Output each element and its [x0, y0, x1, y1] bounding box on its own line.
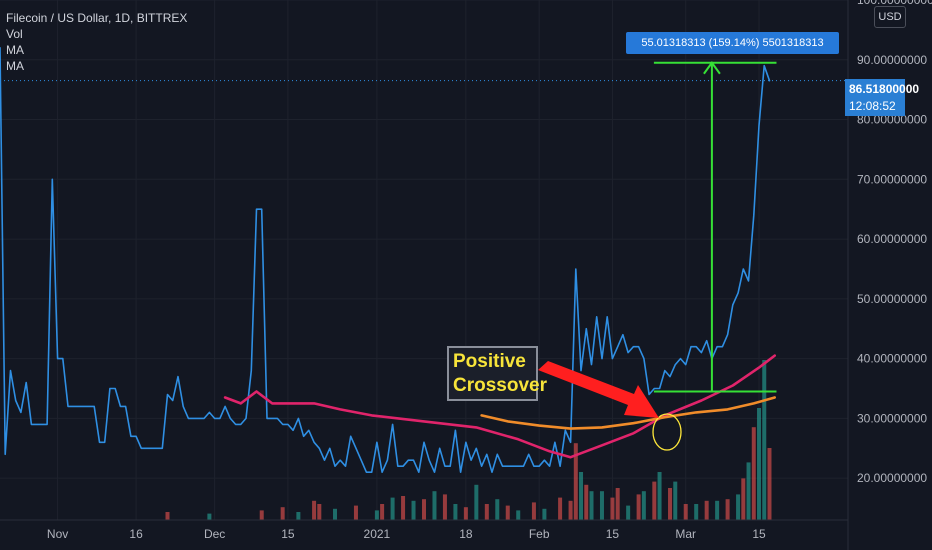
volume-bar	[683, 504, 688, 520]
price-line	[0, 47, 771, 473]
volume-bar	[542, 508, 547, 520]
y-tick-label: 80.00000000	[857, 113, 927, 127]
volume-bar	[422, 499, 426, 520]
volume-bar	[725, 499, 730, 520]
chart-legend: Filecoin / US Dollar, 1D, BITTREX Vol MA…	[6, 10, 187, 74]
volume-bar	[333, 508, 338, 520]
volume-bar	[751, 427, 756, 520]
volume-bar	[641, 491, 646, 520]
volume-bar	[599, 491, 604, 520]
y-tick-label: 40.00000000	[857, 352, 927, 366]
volume-bar	[657, 472, 662, 520]
x-tick-label: Mar	[675, 527, 696, 541]
volume-bar	[741, 478, 746, 520]
measure-label[interactable]: 55.01318313 (159.14%) 5501318313	[626, 32, 839, 54]
legend-ma-2[interactable]: MA	[6, 59, 24, 73]
y-tick-label: 70.00000000	[857, 172, 927, 186]
crossover-ellipse	[652, 413, 682, 451]
volume-bar	[668, 488, 673, 520]
volume-bar	[652, 481, 657, 520]
volume-bar	[453, 504, 458, 520]
volume-bar	[353, 505, 358, 520]
volume-bar	[584, 484, 589, 520]
y-tick-label: 100.00000000	[857, 0, 932, 7]
volume-bar	[762, 360, 767, 520]
volume-bar	[390, 497, 395, 520]
last-price-tag: 86.51800000 12:08:52	[845, 79, 920, 116]
x-tick-label: Dec	[204, 527, 225, 541]
y-tick-label: 90.00000000	[857, 53, 927, 67]
volume-bar	[757, 408, 762, 520]
bar-countdown: 12:08:52	[849, 99, 896, 113]
volume-bar	[401, 496, 406, 520]
x-tick-label: Feb	[529, 527, 550, 541]
volume-bar	[516, 510, 521, 520]
legend-ma-1[interactable]: MA	[6, 43, 24, 57]
volume-bar	[317, 504, 322, 520]
y-tick-label: 20.00000000	[857, 471, 927, 485]
volume-bar	[558, 497, 563, 520]
volume-bar	[495, 499, 500, 520]
y-tick-label: 30.00000000	[857, 411, 927, 425]
x-tick-label: 18	[459, 527, 473, 541]
volume-bar	[636, 494, 641, 520]
x-tick-label: 15	[606, 527, 620, 541]
y-tick-label: 60.00000000	[857, 232, 927, 246]
currency-button[interactable]: USD	[874, 6, 906, 28]
y-tick-label: 50.00000000	[857, 292, 927, 306]
volume-bar	[380, 504, 385, 520]
volume-bar	[568, 500, 573, 520]
volume-bar	[626, 505, 631, 520]
annotation-label[interactable]: Positive Crossover	[447, 346, 547, 401]
volume-bar	[474, 484, 479, 520]
volume-bar	[531, 502, 536, 520]
volume-bar	[746, 462, 751, 520]
ma-slow-line	[480, 396, 776, 430]
grid-lines	[0, 0, 848, 520]
volume-bar	[411, 500, 416, 520]
volume-bar	[615, 488, 620, 520]
volume-bars	[165, 360, 772, 520]
annotation-drawings	[538, 61, 777, 451]
volume-bar	[374, 510, 379, 520]
volume-bar	[207, 513, 212, 520]
legend-vol[interactable]: Vol	[6, 27, 23, 41]
last-price: 86.51800000	[849, 82, 920, 96]
volume-bar	[442, 494, 447, 520]
measure-arrow-head	[703, 61, 721, 75]
volume-bar	[573, 443, 578, 520]
volume-bar	[579, 472, 584, 520]
price-lines	[0, 47, 848, 473]
x-tick-label: 2021	[364, 527, 391, 541]
volume-bar	[432, 491, 437, 520]
volume-bar	[704, 500, 709, 520]
volume-bar	[715, 500, 720, 520]
ma-fast-line	[223, 354, 776, 459]
x-tick-label: Nov	[47, 527, 68, 541]
annotation-arrow	[538, 361, 659, 418]
volume-bar	[736, 494, 741, 520]
volume-bar	[280, 507, 285, 520]
volume-bar	[484, 504, 489, 520]
x-tick-label: 15	[752, 527, 766, 541]
volume-bar	[589, 491, 594, 520]
volume-bar	[610, 497, 615, 520]
volume-bar	[673, 481, 678, 520]
legend-title: Filecoin / US Dollar, 1D, BITTREX	[6, 11, 188, 25]
volume-bar	[165, 512, 170, 520]
volume-bar	[767, 448, 772, 520]
volume-bar	[694, 504, 699, 520]
volume-bar	[312, 500, 317, 520]
volume-bar	[505, 505, 510, 520]
volume-bar	[259, 510, 264, 520]
volume-bar	[296, 512, 301, 520]
volume-bar	[463, 507, 468, 520]
x-tick-label: 15	[281, 527, 295, 541]
x-tick-label: 16	[129, 527, 143, 541]
